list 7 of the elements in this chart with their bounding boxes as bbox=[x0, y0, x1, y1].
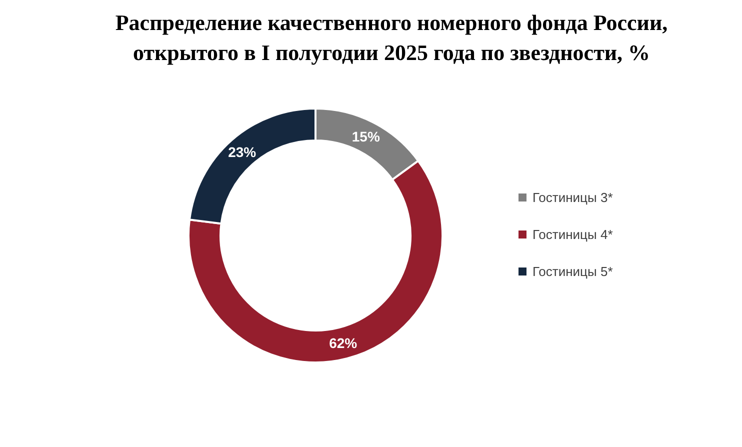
legend-label: Гостиницы 4* bbox=[532, 227, 613, 242]
chart-title: Распределение качественного номерного фонда России, открытого в I полугодии 2025 года по звездности, % bbox=[115, 10, 668, 65]
legend-label: Гостиницы 3* bbox=[532, 190, 613, 205]
data-label: 15% bbox=[352, 128, 380, 145]
data-label: 62% bbox=[329, 335, 358, 352]
data-label: 23% bbox=[228, 144, 257, 160]
legend-label: Гостиницы 5* bbox=[532, 264, 613, 279]
